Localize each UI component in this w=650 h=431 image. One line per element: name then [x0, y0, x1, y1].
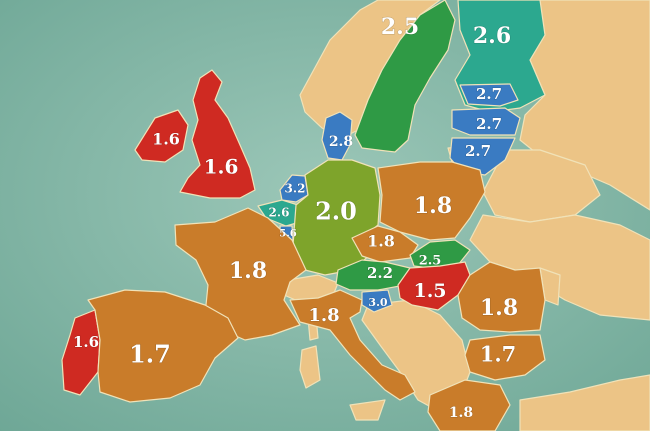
country-slovakia[interactable]: [409, 239, 471, 269]
label-estonia: 2.7: [476, 85, 502, 103]
label-slovenia: 3.0: [368, 296, 387, 309]
label-spain: 1.7: [129, 340, 171, 369]
value-labels: 2.5 2.6 2.7 2.7 2.7 2.8 1.6 1.6 3.2 2.6 …: [72, 14, 518, 422]
label-ireland: 1.6: [152, 130, 180, 149]
country-czechia[interactable]: [351, 225, 419, 263]
country-romania[interactable]: [457, 261, 546, 333]
country-ireland[interactable]: [134, 109, 189, 163]
label-poland: 1.8: [414, 193, 452, 219]
country-bulgaria[interactable]: [464, 334, 546, 381]
label-portugal: 1.6: [73, 333, 99, 351]
country-greece[interactable]: [427, 379, 511, 431]
label-hungary: 1.5: [413, 280, 446, 302]
label-belgium: 2.6: [269, 206, 290, 220]
country-denmark[interactable]: [321, 111, 353, 161]
label-italy: 1.8: [308, 305, 339, 326]
label-denmark: 2.8: [329, 134, 353, 150]
label-slovakia: 2.5: [419, 254, 442, 269]
label-sweden: 2.5: [381, 14, 419, 40]
country-spain[interactable]: [87, 289, 239, 403]
country-poland[interactable]: [377, 161, 486, 241]
label-finland: 2.6: [473, 23, 511, 49]
sicily: [349, 399, 386, 421]
label-france: 1.8: [229, 258, 267, 284]
label-lithuania: 2.7: [465, 142, 491, 160]
label-netherlands: 3.2: [285, 182, 306, 196]
country-estonia[interactable]: [459, 83, 519, 107]
label-czechia: 1.8: [367, 232, 395, 251]
label-germany: 2.0: [315, 197, 357, 226]
countries: [61, 0, 546, 431]
country-sweden[interactable]: [354, 0, 456, 153]
label-greece: 1.8: [449, 405, 473, 421]
label-luxembourg: 5.6: [279, 229, 296, 240]
country-italy[interactable]: [289, 289, 416, 401]
label-bulgaria: 1.7: [480, 342, 517, 367]
turkey-asia: [519, 374, 650, 431]
label-latvia: 2.7: [476, 115, 502, 133]
country-uk[interactable]: [179, 69, 256, 199]
sardinia: [299, 345, 321, 389]
label-romania: 1.8: [480, 295, 518, 321]
label-uk: 1.6: [204, 155, 239, 179]
country-latvia[interactable]: [451, 107, 521, 136]
label-austria: 2.2: [367, 264, 393, 282]
